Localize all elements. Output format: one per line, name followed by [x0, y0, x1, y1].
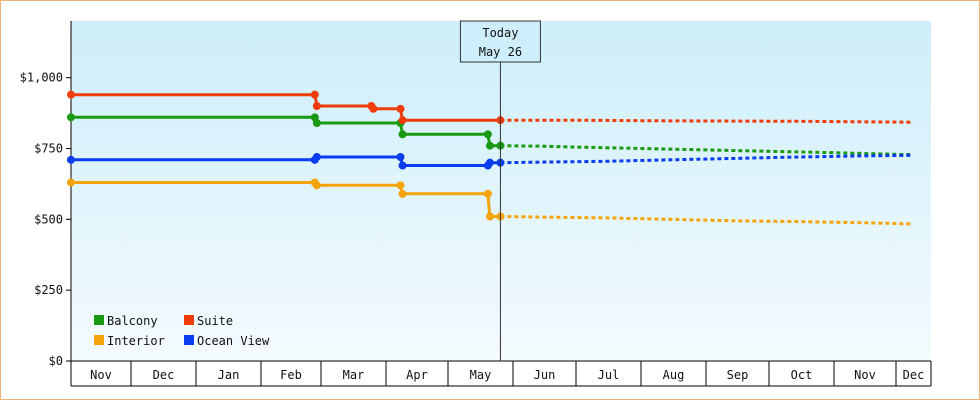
today-marker: Today May 26: [459, 20, 541, 361]
legend-label: Ocean View: [197, 334, 270, 348]
month-label: May: [470, 368, 492, 382]
legend-swatch: [94, 315, 104, 325]
data-point: [312, 153, 321, 161]
month-label: Dec: [153, 368, 175, 382]
month-label: Mar: [343, 368, 365, 382]
month-label: Jul: [598, 368, 620, 382]
data-point: [398, 161, 407, 170]
series-suite: [67, 90, 912, 125]
x-axis: Nov Dec Jan Feb Mar Apr May Jun Jul Aug Sep Oct Nov D…: [70, 360, 932, 387]
series-interior: [67, 178, 912, 226]
today-box: [459, 20, 541, 63]
data-point: [396, 153, 405, 161]
month-label: Aug: [663, 368, 685, 382]
forecast-line: [500, 153, 912, 165]
data-point: [67, 155, 75, 164]
month-label: Oct: [791, 368, 813, 382]
data-point: [369, 104, 378, 113]
data-point: [312, 181, 321, 190]
data-point: [485, 158, 494, 167]
data-point: [67, 113, 75, 122]
legend-swatch: [184, 335, 194, 345]
data-point: [310, 90, 319, 99]
legend-label: Balcony: [107, 314, 158, 328]
data-point: [398, 116, 407, 125]
data-point: [67, 90, 75, 99]
legend-swatch: [184, 315, 194, 325]
data-point: [67, 178, 75, 187]
month-label: Nov: [90, 368, 112, 382]
y-tick-label: $750: [34, 142, 63, 156]
data-point: [312, 102, 321, 110]
y-tick-label: $0: [49, 354, 63, 368]
y-tick-label: $500: [34, 212, 63, 226]
forecast-line: [500, 118, 912, 124]
month-label: Dec: [903, 368, 925, 382]
legend-label: Suite: [197, 314, 233, 328]
series-layer: [67, 90, 912, 226]
legend: Balcony Suite Interior Ocean View: [94, 314, 270, 348]
data-point: [483, 189, 492, 198]
y-tick-label: $1,000: [20, 71, 63, 85]
legend-swatch: [94, 335, 104, 345]
series-ocean-view: [67, 153, 912, 170]
data-point: [485, 212, 494, 221]
y-tick-label: $250: [34, 283, 63, 297]
legend-label: Interior: [107, 334, 165, 348]
forecast-line: [500, 144, 912, 157]
month-label: Jun: [534, 368, 556, 382]
y-axis: $0 $250 $500 $750 $1,000: [20, 21, 72, 386]
today-date-label: May 26: [479, 45, 522, 59]
data-point: [396, 181, 405, 190]
forecast-line: [500, 215, 912, 226]
data-point: [396, 104, 405, 113]
month-label: Jan: [218, 368, 240, 382]
data-point: [485, 141, 494, 150]
data-point: [398, 130, 407, 139]
data-point: [483, 130, 492, 139]
month-label: Sep: [727, 368, 749, 382]
month-label: Feb: [280, 368, 302, 382]
today-label: Today: [482, 26, 518, 40]
data-point: [312, 119, 321, 127]
data-point: [398, 189, 407, 198]
month-label: Nov: [854, 368, 876, 382]
plot-background: [71, 21, 931, 361]
month-label: Apr: [406, 368, 428, 382]
